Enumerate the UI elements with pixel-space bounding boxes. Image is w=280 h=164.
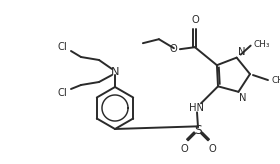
Text: Cl: Cl: [57, 42, 67, 52]
Text: O: O: [180, 144, 188, 154]
Text: CH₃: CH₃: [254, 40, 270, 49]
Text: N: N: [111, 67, 119, 77]
Text: CH₃: CH₃: [272, 76, 280, 85]
Text: N: N: [238, 47, 245, 57]
Text: O: O: [169, 44, 177, 54]
Text: HN: HN: [188, 103, 204, 113]
Text: O: O: [208, 144, 216, 154]
Text: Cl: Cl: [57, 88, 67, 98]
Text: S: S: [194, 124, 202, 137]
Text: N: N: [239, 93, 247, 103]
Text: O: O: [191, 15, 199, 25]
